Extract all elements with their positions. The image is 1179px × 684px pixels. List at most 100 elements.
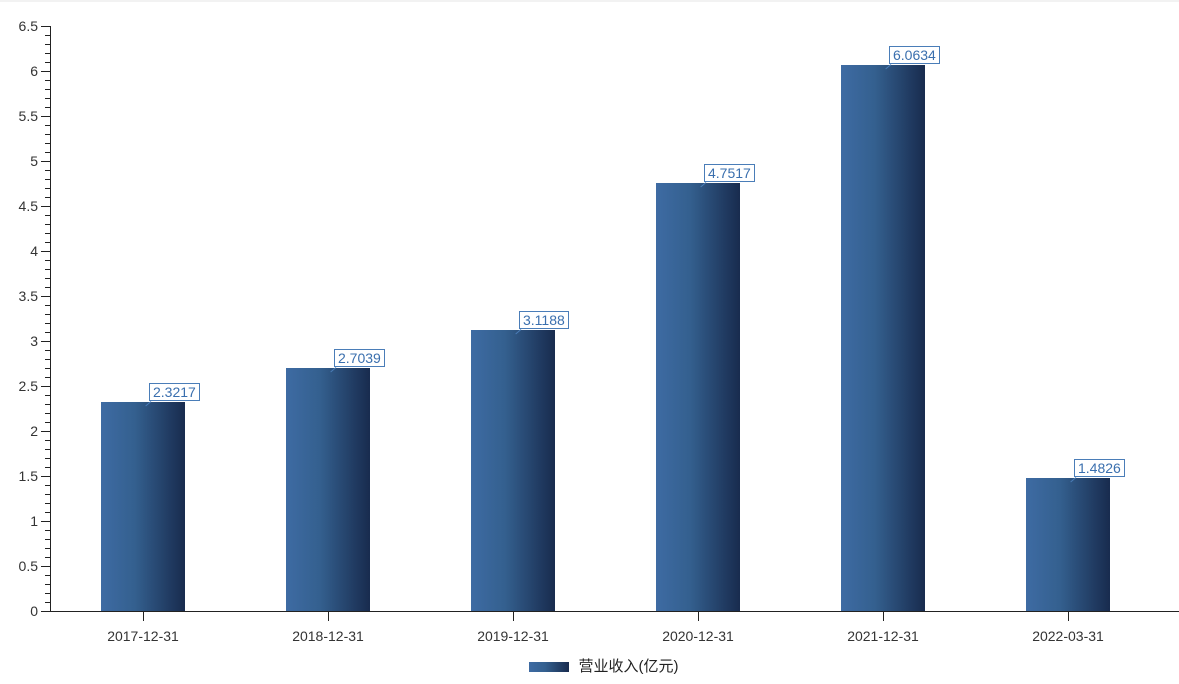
y-axis-major-tick [41, 476, 50, 477]
y-axis-minor-tick [45, 143, 50, 144]
x-axis-tick-label: 2019-12-31 [477, 628, 549, 644]
y-axis-minor-tick [45, 53, 50, 54]
y-axis-minor-tick [45, 197, 50, 198]
y-axis-major-tick [41, 431, 50, 432]
y-axis-minor-tick [45, 332, 50, 333]
y-axis-minor-tick [45, 539, 50, 540]
y-axis-tick-label: 3 [30, 333, 38, 349]
y-axis-minor-tick [45, 179, 50, 180]
y-axis-tick-label: 1.5 [18, 468, 38, 484]
bar-2018-12-31[interactable] [286, 368, 370, 611]
y-axis-minor-tick [45, 350, 50, 351]
bar-value-label: 2.3217 [145, 383, 200, 407]
y-axis-minor-tick [45, 278, 50, 279]
y-axis-minor-tick [45, 467, 50, 468]
y-axis-minor-tick [45, 98, 50, 99]
y-axis-minor-tick [45, 503, 50, 504]
bar-value-label: 6.0634 [885, 46, 940, 70]
y-axis-minor-tick [45, 89, 50, 90]
legend-label: 营业收入(亿元) [578, 658, 679, 675]
y-axis-minor-tick [45, 323, 50, 324]
y-axis-minor-tick [45, 233, 50, 234]
x-axis-line [41, 611, 1179, 612]
y-axis-minor-tick [45, 188, 50, 189]
y-axis-major-tick [41, 251, 50, 252]
y-axis-minor-tick [45, 557, 50, 558]
x-axis-tick [513, 612, 514, 621]
y-axis-minor-tick [45, 260, 50, 261]
y-axis-minor-tick [45, 413, 50, 414]
y-axis-major-tick [41, 206, 50, 207]
legend-swatch [528, 662, 569, 672]
y-axis-minor-tick [45, 107, 50, 108]
y-axis-tick-label: 4.5 [18, 198, 38, 214]
y-axis-minor-tick [45, 242, 50, 243]
y-axis-minor-tick [45, 62, 50, 63]
y-axis-tick-label: 0 [30, 603, 38, 619]
y-axis-tick-label: 2 [30, 423, 38, 439]
y-axis-minor-tick [45, 485, 50, 486]
y-axis-minor-tick [45, 35, 50, 36]
x-axis-tick [143, 612, 144, 621]
y-axis-minor-tick [45, 377, 50, 378]
y-axis-major-tick [41, 116, 50, 117]
y-axis-major-tick [41, 566, 50, 567]
y-axis-minor-tick [45, 602, 50, 603]
y-axis-minor-tick [45, 305, 50, 306]
y-axis-tick-label: 5 [30, 153, 38, 169]
y-axis-minor-tick [45, 584, 50, 585]
y-axis-minor-tick [45, 170, 50, 171]
y-axis-tick-label: 3.5 [18, 288, 38, 304]
y-axis-minor-tick [45, 530, 50, 531]
x-axis-tick [883, 612, 884, 621]
bar-2021-12-31[interactable] [841, 65, 925, 611]
y-axis-minor-tick [45, 314, 50, 315]
y-axis-minor-tick [45, 548, 50, 549]
bar-2019-12-31[interactable] [471, 330, 555, 611]
y-axis-major-tick [41, 296, 50, 297]
bar-2020-12-31[interactable] [656, 183, 740, 611]
y-axis-tick-label: 2.5 [18, 378, 38, 394]
y-axis-tick-label: 5.5 [18, 108, 38, 124]
y-axis-minor-tick [45, 125, 50, 126]
y-axis-major-tick [41, 521, 50, 522]
y-axis-tick-label: 4 [30, 243, 38, 259]
y-axis-tick-label: 0.5 [18, 558, 38, 574]
bar-value-label: 3.1188 [515, 311, 569, 335]
y-axis-minor-tick [45, 359, 50, 360]
y-axis-tick-label: 6 [30, 63, 38, 79]
y-axis-major-tick [41, 71, 50, 72]
y-axis-minor-tick [45, 224, 50, 225]
bar-value-label: 4.7517 [700, 164, 755, 188]
y-axis-minor-tick [45, 404, 50, 405]
x-axis-tick [1068, 612, 1069, 621]
y-axis-major-tick [41, 26, 50, 27]
y-axis-minor-tick [45, 269, 50, 270]
y-axis-minor-tick [45, 512, 50, 513]
x-axis-tick-label: 2018-12-31 [292, 628, 364, 644]
y-axis-major-tick [41, 386, 50, 387]
y-axis-minor-tick [45, 458, 50, 459]
bar-2017-12-31[interactable] [101, 402, 185, 611]
bar-2022-03-31[interactable] [1026, 478, 1110, 611]
x-axis-tick [328, 612, 329, 621]
y-axis-minor-tick [45, 215, 50, 216]
x-axis-tick-label: 2020-12-31 [662, 628, 734, 644]
y-axis-minor-tick [45, 395, 50, 396]
y-axis-minor-tick [45, 440, 50, 441]
y-axis-major-tick [41, 341, 50, 342]
y-axis-major-tick [41, 161, 50, 162]
y-axis-minor-tick [45, 287, 50, 288]
y-axis-tick-label: 6.5 [18, 18, 38, 34]
x-axis-tick-label: 2022-03-31 [1032, 628, 1104, 644]
y-axis-major-tick [41, 611, 50, 612]
bar-value-label: 2.7039 [330, 349, 385, 373]
y-axis-line [50, 26, 51, 612]
legend-item-revenue[interactable]: 营业收入(亿元) [528, 656, 679, 678]
y-axis-minor-tick [45, 80, 50, 81]
y-axis-minor-tick [45, 422, 50, 423]
y-axis-tick-label: 1 [30, 513, 38, 529]
y-axis-minor-tick [45, 494, 50, 495]
y-axis-minor-tick [45, 152, 50, 153]
